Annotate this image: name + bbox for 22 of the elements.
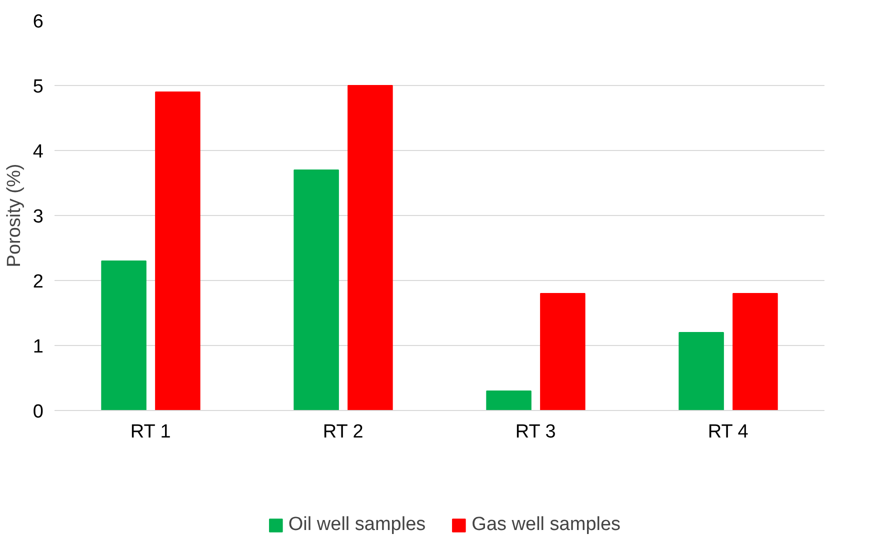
- bar: [101, 260, 146, 410]
- x-tick-label: RT 1: [130, 422, 171, 442]
- bar: [486, 390, 532, 410]
- y-tick-label: 1: [32, 336, 44, 358]
- x-tick-label: RT 2: [322, 422, 364, 442]
- legend-label: Gas well samples: [472, 514, 621, 536]
- bar: [294, 170, 339, 410]
- y-axis-title: Porosity (%): [4, 164, 25, 268]
- y-tick-label: 2: [32, 272, 44, 292]
- bar: [155, 92, 200, 410]
- y-tick-label: 6: [32, 12, 44, 32]
- bar: [678, 332, 724, 410]
- y-tick-label: 3: [32, 206, 44, 228]
- legend-label: Oil well samples: [288, 514, 426, 536]
- x-tick-label: RT 3: [515, 422, 556, 442]
- y-tick-label: 4: [32, 142, 44, 162]
- y-tick-label: 5: [32, 76, 44, 98]
- bar: [540, 293, 586, 410]
- bar: [348, 85, 393, 410]
- y-tick-label: 0: [32, 402, 44, 422]
- x-tick-label: RT 4: [708, 422, 749, 442]
- bar: [732, 293, 778, 410]
